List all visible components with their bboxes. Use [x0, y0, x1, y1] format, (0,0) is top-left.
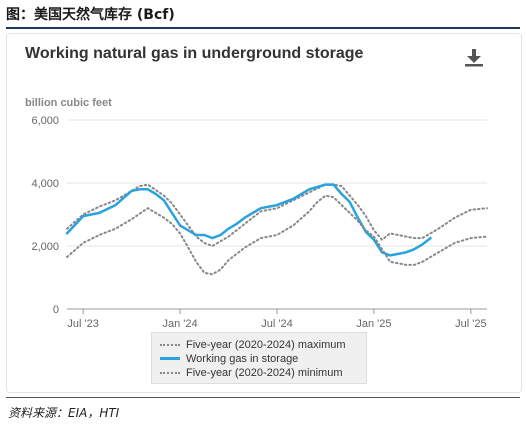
series-line-minimum: [66, 194, 488, 276]
footer-rule: [6, 397, 520, 398]
legend-label-storage: Working gas in storage: [186, 352, 299, 365]
legend-swatch-storage: [160, 357, 180, 360]
y-tick-label: 4,000: [31, 178, 59, 190]
chart-panel: Working natural gas in underground stora…: [6, 33, 522, 393]
download-icon-glyph: [465, 49, 483, 67]
line-chart: 0 2,000 4,000 6,000 Jul '23 Jan '24 Jul '24 Jan…: [31, 115, 488, 330]
chart-legend: Five-year (2020-2024) maximum Working ga…: [151, 332, 367, 384]
series-line-storage: [65, 183, 432, 257]
legend-swatch-minimum: [160, 371, 180, 374]
x-tick-label: Jul '23: [67, 318, 98, 330]
y-tick-label: 2,000: [31, 241, 59, 253]
y-tick-label: 0: [53, 304, 59, 316]
y-tick-label: 6,000: [31, 115, 59, 127]
series-line-maximum: [66, 183, 488, 247]
legend-item-minimum[interactable]: Five-year (2020-2024) minimum: [160, 365, 343, 380]
legend-label-maximum: Five-year (2020-2024) maximum: [186, 338, 346, 351]
x-tick-label: Jul '24: [261, 318, 292, 330]
chart-title: Working natural gas in underground stora…: [25, 45, 364, 62]
legend-swatch-maximum: [160, 343, 180, 346]
legend-item-maximum[interactable]: Five-year (2020-2024) maximum: [160, 337, 346, 352]
legend-label-minimum: Five-year (2020-2024) minimum: [186, 366, 343, 379]
x-tick-label: Jan '24: [163, 318, 198, 330]
x-tick-label: Jul '25: [455, 318, 486, 330]
y-axis-unit-label: billion cubic feet: [25, 97, 112, 109]
title-rule: [6, 27, 520, 29]
figure-title: 图：美国天然气库存 (Bcf): [6, 7, 175, 23]
legend-item-storage[interactable]: Working gas in storage: [160, 351, 298, 366]
x-tick-label: Jan '25: [356, 318, 391, 330]
source-note: 资料来源：EIA，HTI: [8, 406, 120, 420]
download-icon[interactable]: [463, 46, 485, 68]
